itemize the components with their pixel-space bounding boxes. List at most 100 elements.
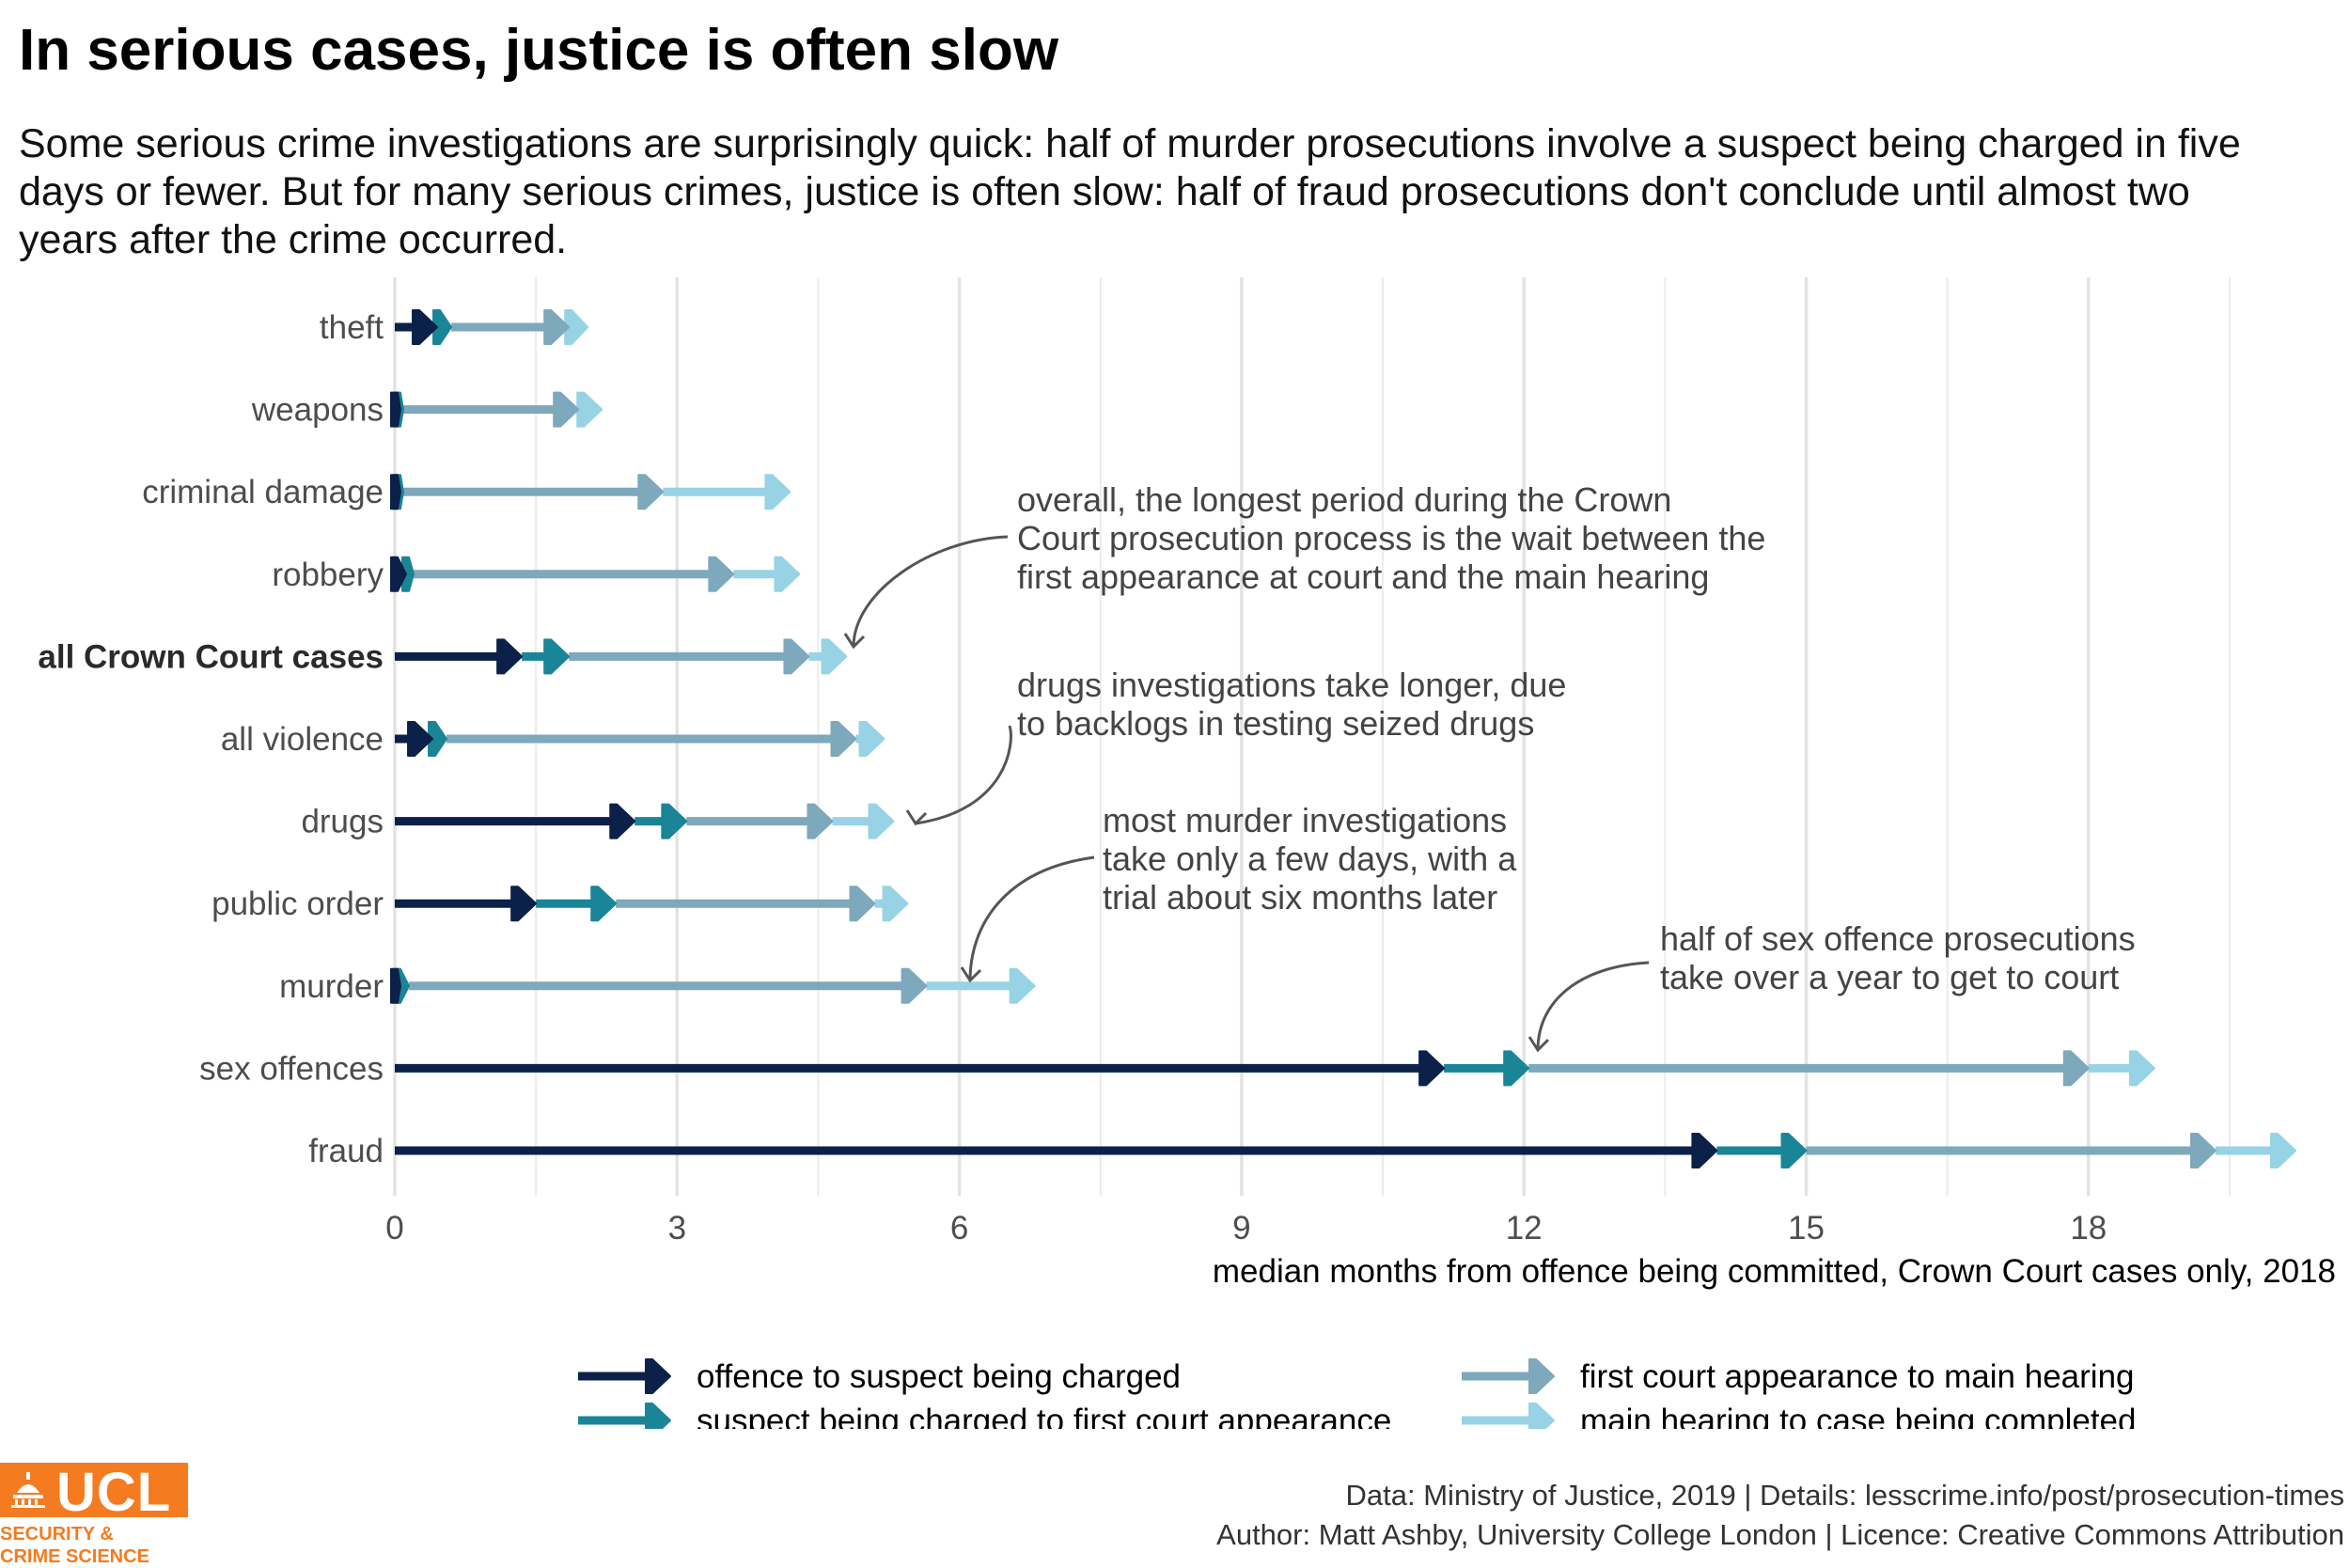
bar-row-drugs xyxy=(395,803,895,839)
segment-arrowhead xyxy=(390,556,408,592)
category-label-robbery: robbery xyxy=(272,557,384,593)
bar-segment-first-court-appearance-to-main-hearing xyxy=(409,967,928,1004)
bar-segment-offence-to-suspect-being-charged xyxy=(390,556,408,592)
legend-key-arrow xyxy=(578,1403,671,1429)
bar-segment-main-hearing-to-case-being-completed xyxy=(926,967,1036,1004)
x-tick-label: 6 xyxy=(950,1210,968,1247)
segment-arrowhead xyxy=(645,1403,671,1429)
chart-title: In serious cases, justice is often slow xyxy=(19,18,1059,83)
bar-segment-first-court-appearance-to-main-hearing xyxy=(446,721,857,757)
segment-arrowhead xyxy=(1009,967,1036,1004)
segment-arrowhead xyxy=(858,721,885,757)
segment-arrowhead xyxy=(830,721,857,757)
caption-author-licence: Author: Matt Ashby, University College L… xyxy=(1216,1518,2344,1551)
segment-arrowhead xyxy=(774,556,801,592)
category-label-fraud: fraud xyxy=(308,1133,384,1169)
bar-segment-offence-to-suspect-being-charged xyxy=(395,803,636,839)
segment-arrowhead xyxy=(510,886,538,922)
category-label-murder: murder xyxy=(279,968,384,1005)
annotation-text-line: first appearance at court and the main h… xyxy=(1017,557,1709,596)
bar-row-fraud xyxy=(395,1133,2297,1168)
bar-row-sex-offences xyxy=(395,1050,2155,1087)
x-tick-label: 12 xyxy=(1506,1210,1543,1247)
bar-segment-main-hearing-to-case-being-completed xyxy=(832,803,895,839)
segment-arrowhead xyxy=(390,474,401,510)
annotation-arrowhead-icon xyxy=(1528,1036,1550,1053)
segment-arrowhead xyxy=(821,638,848,675)
caption: Data: Ministry of Justice, 2019 | Detail… xyxy=(1216,1476,2344,1555)
annotation-text-line: most murder investigations xyxy=(1103,801,1507,839)
bar-row-criminal-damage xyxy=(390,474,791,510)
segment-arrowhead xyxy=(1691,1133,1718,1168)
segment-arrowhead xyxy=(401,556,415,592)
annotation-arrow-curve xyxy=(852,535,1009,648)
bar-segment-suspect-being-charged-to-first-court-appearance xyxy=(634,803,688,839)
bar-segment-first-court-appearance-to-main-hearing xyxy=(686,803,834,839)
annotation-arrowhead-icon xyxy=(905,809,928,826)
bar-row-weapons xyxy=(390,391,603,428)
bar-segment-offence-to-suspect-being-charged xyxy=(395,638,524,675)
bar-segment-suspect-being-charged-to-first-court-appearance xyxy=(536,886,618,922)
legend-item-main-hearing-to-case-being-completed: main hearing to case being completed xyxy=(1462,1403,2136,1429)
category-label-sex-offences: sex offences xyxy=(199,1050,384,1087)
segment-arrowhead xyxy=(412,309,439,345)
legend-item-suspect-being-charged-to-first-court-appearance: suspect being charged to first court app… xyxy=(578,1403,1391,1429)
segment-arrowhead xyxy=(2062,1050,2090,1087)
bar-segment-offence-to-suspect-being-charged xyxy=(395,309,439,345)
segment-arrowhead xyxy=(576,391,603,428)
bar-segment-offence-to-suspect-being-charged xyxy=(390,967,401,1004)
bar-segment-first-court-appearance-to-main-hearing xyxy=(1806,1133,2217,1168)
segment-arrowhead xyxy=(564,309,589,345)
legend-key-arrow xyxy=(1462,1403,1555,1429)
ucl-logo-sub-line2: CRIME SCIENCE xyxy=(0,1546,149,1567)
annotation-text-line: Court prosecution process is the wait be… xyxy=(1017,519,1765,557)
bar-segment-main-hearing-to-case-being-completed xyxy=(2088,1050,2155,1087)
bar-row-public-order xyxy=(395,886,909,922)
segment-arrowhead xyxy=(807,803,834,839)
chart-svg: theft weapons criminal damage robbery all Cr… xyxy=(38,277,2336,1429)
annotation-text-line: take only a few days, with a xyxy=(1103,839,1517,878)
segment-arrowhead xyxy=(390,967,401,1004)
legend-item-offence-to-suspect-being-charged: offence to suspect being charged xyxy=(578,1358,1181,1395)
ucl-dome-icon xyxy=(11,1472,45,1508)
bar-row-all-crown-court-cases xyxy=(395,638,848,675)
annotation-text-line: drugs investigations take longer, due xyxy=(1017,666,1566,704)
legend-key-arrow xyxy=(1462,1358,1555,1394)
bar-segment-main-hearing-to-case-being-completed xyxy=(808,638,848,675)
segment-arrowhead xyxy=(1528,1358,1555,1394)
segment-arrowhead xyxy=(2128,1050,2155,1087)
segment-arrowhead xyxy=(868,803,895,839)
bar-segment-suspect-being-charged-to-first-court-appearance xyxy=(401,556,415,592)
category-label-all-crown-court-cases: all Crown Court cases xyxy=(38,638,384,675)
annotation-text-line: trial about six months later xyxy=(1103,878,1497,917)
bar-segment-main-hearing-to-case-being-completed xyxy=(855,721,885,757)
bar-row-murder xyxy=(390,967,1036,1004)
annotation-text-line: to backlogs in testing seized drugs xyxy=(1017,704,1534,743)
bar-segment-main-hearing-to-case-being-completed xyxy=(663,474,791,510)
x-tick-label: 9 xyxy=(1232,1210,1250,1247)
category-label-public-order: public order xyxy=(212,886,384,922)
segment-arrowhead xyxy=(496,638,524,675)
segment-arrowhead xyxy=(428,721,448,757)
bar-segment-suspect-being-charged-to-first-court-appearance xyxy=(1444,1050,1530,1087)
bar-segment-main-hearing-to-case-being-completed xyxy=(2215,1133,2297,1168)
bar-segment-main-hearing-to-case-being-completed xyxy=(874,886,909,922)
legend: offence to suspect being charged suspect … xyxy=(578,1358,2136,1429)
ucl-logo-word: UCL xyxy=(56,1462,172,1523)
bar-segment-first-court-appearance-to-main-hearing xyxy=(400,391,580,428)
bar-segment-offence-to-suspect-being-charged xyxy=(395,1133,1718,1168)
legend-label: suspect being charged to first court app… xyxy=(697,1403,1391,1429)
segment-arrowhead xyxy=(390,391,401,428)
annotation-all-crown-court-cases: overall, the longest period during the C… xyxy=(843,480,1765,650)
legend-label: offence to suspect being charged xyxy=(697,1358,1181,1395)
segment-arrowhead xyxy=(432,309,453,345)
bar-segment-suspect-being-charged-to-first-court-appearance xyxy=(428,721,448,757)
bar-segment-offence-to-suspect-being-charged xyxy=(395,1050,1446,1087)
bar-segment-first-court-appearance-to-main-hearing xyxy=(1528,1050,2090,1087)
x-tick-label: 3 xyxy=(668,1210,686,1247)
bar-row-robbery xyxy=(390,556,801,592)
bar-segment-main-hearing-to-case-being-completed xyxy=(564,309,589,345)
ucl-logo-box: UCL xyxy=(0,1462,188,1523)
